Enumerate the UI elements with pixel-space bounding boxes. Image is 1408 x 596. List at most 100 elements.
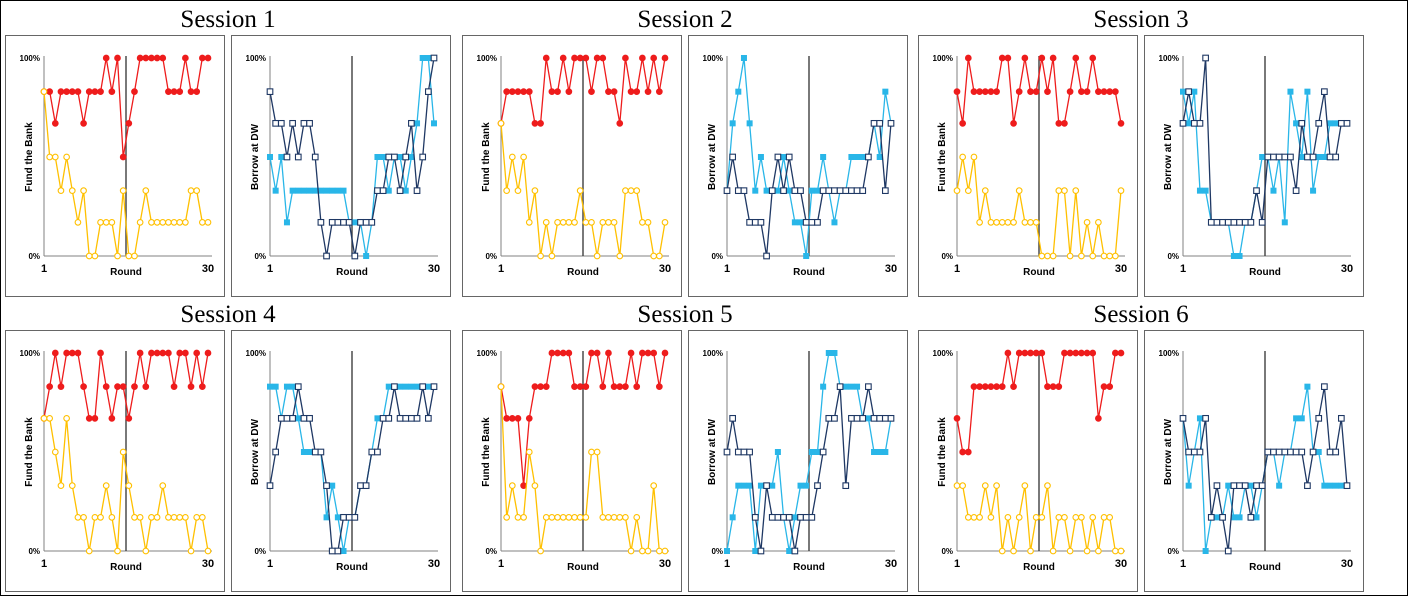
data-point-red [1004,349,1012,357]
data-point-red [565,349,573,357]
data-point-red [46,88,54,96]
data-point-red [142,54,150,62]
data-point-yellow [198,513,206,521]
data-point-dark-blue [1258,482,1266,490]
data-point-red [46,383,54,391]
data-point-red [187,88,195,96]
data-point-light-blue [334,187,341,194]
data-point-dark-blue [859,187,867,195]
data-point-dark-blue [1202,54,1209,62]
y-tick-label-0: 0% [711,547,723,556]
data-point-red [153,349,161,357]
data-point-red [514,88,522,96]
x-tick-label-30: 30 [1341,263,1353,275]
data-point-yellow [51,153,59,161]
data-point-dark-blue [328,218,336,226]
data-point-dark-blue [277,414,285,422]
data-point-yellow [1038,513,1046,521]
data-point-red [57,88,65,96]
x-tick-label-30: 30 [428,558,440,570]
data-point-red [605,349,612,357]
data-point-red [576,383,584,391]
data-point-dark-blue [825,187,833,195]
data-point-dark-blue [1185,88,1193,96]
data-point-dark-blue [785,153,793,161]
data-point-light-blue [402,187,409,194]
fund-chart-svg: 100% 0%1 30 Round Fund the Bank [933,54,1128,278]
data-point-red [953,88,961,96]
x-tick-label-1: 1 [267,558,273,570]
data-point-yellow [588,218,595,226]
y-tick-label-100: 100% [20,349,40,358]
data-point-light-blue [803,482,810,489]
data-point-dark-blue [853,187,861,195]
data-point-yellow [125,252,133,260]
data-point-yellow [542,513,550,521]
data-point-light-blue [848,383,855,390]
data-point-red [119,153,127,161]
y-tick-label-100: 100% [246,349,266,358]
data-point-red [593,54,601,62]
data-point-dark-blue [379,187,387,195]
data-point-red [153,54,161,62]
x-tick-label-30: 30 [202,558,214,570]
data-point-red [599,383,607,391]
data-point-red [204,54,212,62]
data-point-red [1049,54,1057,62]
data-point-light-blue [797,482,804,489]
data-point-yellow [153,218,161,226]
data-point-red [1083,88,1091,96]
data-point-yellow [40,88,48,96]
data-point-red [1089,54,1097,62]
data-point-light-blue [267,154,273,160]
y-tick-label-100: 100% [703,54,723,63]
data-point-red [193,88,201,96]
data-point-red [599,54,607,62]
data-point-dark-blue [1309,153,1317,161]
data-point-red [159,54,167,62]
data-point-yellow [633,513,641,521]
data-point-light-blue [1321,154,1328,160]
data-point-light-blue [752,187,759,194]
data-point-dark-blue [1298,448,1306,456]
data-point-red [85,88,93,96]
data-point-yellow [102,482,110,490]
data-point-light-blue [1321,482,1328,489]
data-point-yellow [661,218,669,226]
data-point-dark-blue [300,414,308,422]
y-tick-label-100: 100% [933,54,953,63]
data-point-dark-blue [1202,414,1209,422]
data-point-dark-blue [797,187,804,195]
data-point-yellow [1089,513,1097,521]
data-point-red [1044,383,1051,391]
data-point-light-blue [780,154,787,160]
data-point-light-blue [1276,482,1283,489]
data-point-red [136,54,144,62]
data-point-dark-blue [768,187,776,195]
data-point-light-blue [848,154,855,160]
data-point-dark-blue [1190,448,1198,456]
data-point-red [63,349,70,357]
y-axis-label: Fund the Bank [24,417,35,487]
data-point-red [531,119,539,127]
data-point-dark-blue [1264,153,1272,161]
data-point-red [644,349,652,357]
data-point-dark-blue [1253,187,1260,195]
data-point-yellow [182,218,189,226]
data-point-red [520,88,527,96]
data-point-dark-blue [357,482,364,490]
data-point-dark-blue [1247,513,1255,521]
data-point-red [537,383,544,391]
data-point-dark-blue [402,414,410,422]
y-axis-label: Fund the Bank [937,122,948,192]
data-point-yellow [1038,252,1046,260]
x-tick-label-1: 1 [267,263,273,275]
data-point-dark-blue [277,119,285,127]
data-point-yellow [176,513,184,521]
data-point-yellow [571,513,578,521]
data-point-red [1111,88,1119,96]
data-point-red [1015,349,1023,357]
data-point-light-blue [323,514,330,521]
data-point-red [1055,383,1063,391]
x-tick-label-30: 30 [885,263,897,275]
